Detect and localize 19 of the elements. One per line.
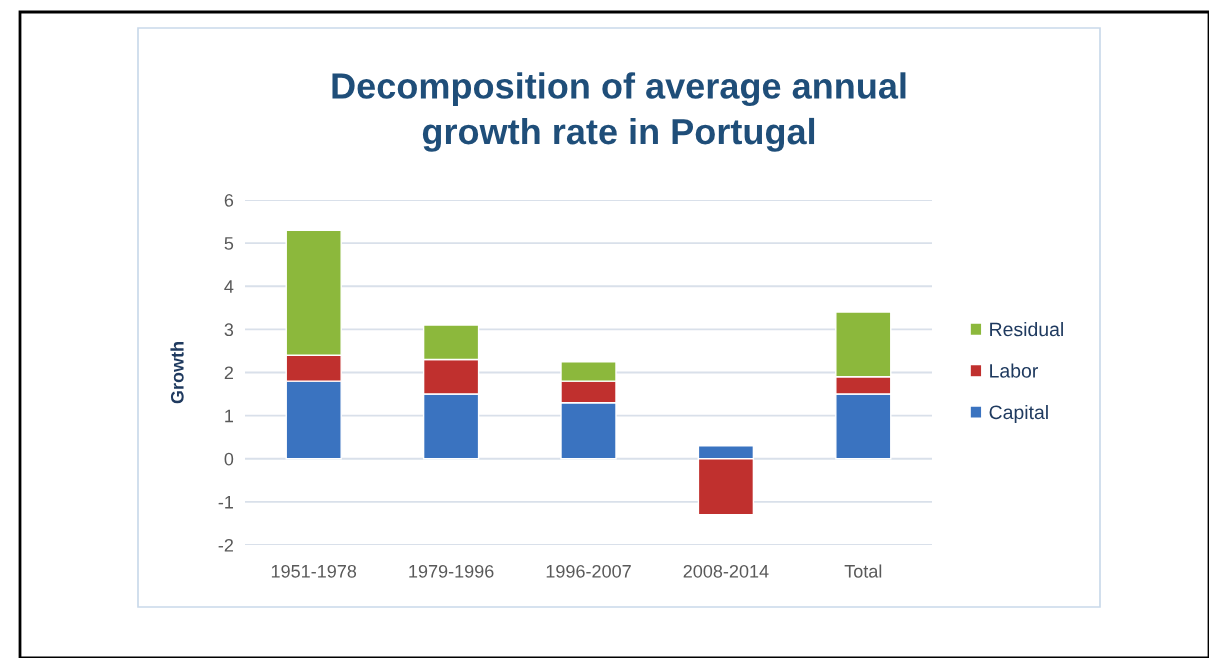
x-tick-label: Total — [844, 564, 882, 578]
x-tick-label: 1979-1996 — [409, 564, 494, 578]
y-tick-label: 0 — [224, 452, 234, 466]
x-tick-label: 1996-2007 — [546, 564, 631, 578]
legend-label: Labor — [990, 363, 1038, 378]
y-tick-label: -1 — [218, 496, 234, 509]
legend-label: Residual — [990, 321, 1063, 337]
legend-label: Capital — [989, 404, 1048, 424]
y-tick-label: 3 — [224, 323, 234, 337]
y-tick-label: 1 — [225, 409, 234, 423]
y-tick-label: 6 — [224, 193, 234, 207]
x-tick-label: 1951-1978 — [271, 564, 357, 578]
y-tick-label: -2 — [218, 538, 233, 552]
y-tick-label: 4 — [224, 280, 234, 293]
y-tick-label: 2 — [224, 366, 233, 380]
y-tick-label: 5 — [224, 237, 234, 250]
x-tick-label: 2008-2014 — [683, 564, 769, 578]
chart-title: Decomposition of average annual growth rate in Portugal — [332, 72, 906, 152]
y-axis-title: Growth — [170, 342, 184, 404]
